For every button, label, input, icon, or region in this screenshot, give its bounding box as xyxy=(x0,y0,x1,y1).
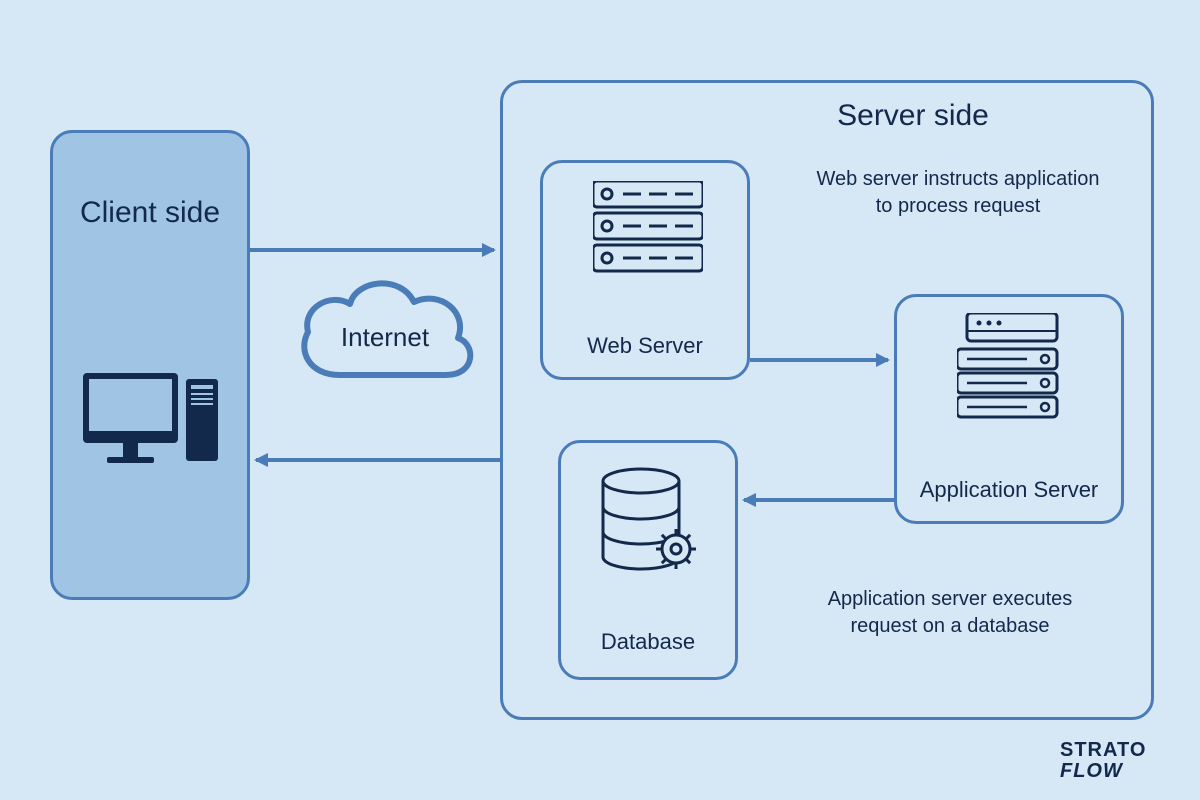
web-server-label: Web Server xyxy=(543,332,747,360)
app-server-icon xyxy=(957,313,1067,423)
logo-line2: FLOW xyxy=(1060,761,1146,782)
web-server-box: Web Server xyxy=(540,160,750,380)
internet-cloud: Internet xyxy=(290,270,480,400)
logo-line1: STRATO xyxy=(1060,740,1146,761)
app-server-box: Application Server xyxy=(894,294,1124,524)
annotation-app-to-db: Application server executes request on a… xyxy=(800,586,1100,640)
diagram-canvas: Client side Internet Server side Web Server… xyxy=(0,0,1200,800)
client-side-title: Client side xyxy=(53,193,247,232)
database-label: Database xyxy=(561,629,735,655)
database-box: Database xyxy=(558,440,738,680)
internet-label: Internet xyxy=(290,322,480,353)
server-stack-icon xyxy=(593,181,703,281)
client-side-box: Client side xyxy=(50,130,250,600)
stratoflow-logo: STRATOFLOW xyxy=(1060,740,1146,782)
computer-icon xyxy=(83,373,223,483)
annotation-web-to-app: Web server instructs application to proc… xyxy=(808,166,1108,220)
app-server-label: Application Server xyxy=(897,476,1121,504)
database-icon xyxy=(596,467,706,587)
server-side-title: Server side xyxy=(763,99,1063,133)
